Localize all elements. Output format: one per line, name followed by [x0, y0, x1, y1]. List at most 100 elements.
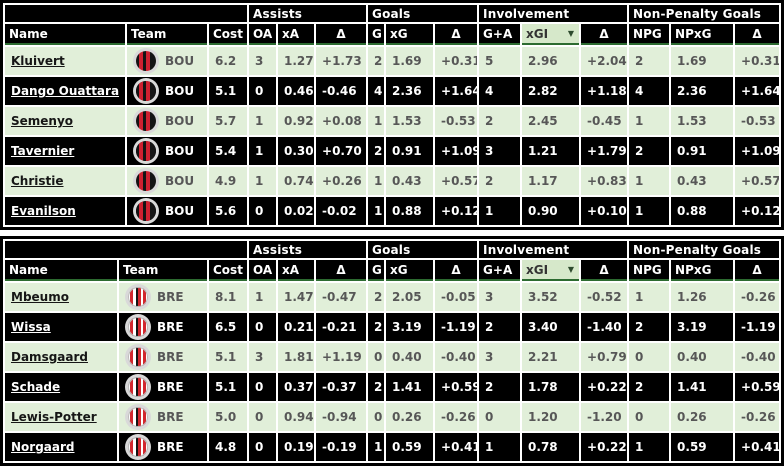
col-header-oa: OA [249, 260, 277, 281]
xa-value: 1.81 [278, 343, 315, 371]
xgi-value: 1.78 [522, 373, 580, 401]
ga-value: 5 [479, 47, 521, 75]
col-header-npxg: NPxG [671, 24, 734, 45]
npg-value: 0 [629, 403, 670, 431]
npg-delta-value: -0.26 [735, 403, 780, 431]
involvement-delta-value: +1.18 [581, 77, 628, 105]
col-header-goals-delta: Δ [435, 260, 478, 281]
xa-value: 0.21 [278, 313, 315, 341]
g-value: 0 [368, 343, 385, 371]
player-name-link[interactable]: Wissa [11, 320, 51, 334]
involvement-delta-value: -0.45 [581, 107, 628, 135]
involvement-delta-value: +0.10 [581, 197, 628, 225]
col-header-goals-delta: Δ [435, 24, 478, 45]
team-code: BOU [165, 204, 195, 218]
filter-dropdown-icon[interactable]: ▼ [567, 28, 575, 38]
team-cell: BRE [119, 343, 207, 371]
player-name-link[interactable]: Mbeumo [11, 290, 69, 304]
player-name-cell: Norgaard [5, 433, 117, 461]
team-code: BOU [165, 144, 195, 158]
assists-delta-value: +1.73 [316, 47, 367, 75]
player-name-link[interactable]: Dango Ouattara [11, 84, 120, 98]
player-name-link[interactable]: Schade [11, 380, 61, 394]
team-cell: BRE [119, 433, 207, 461]
assists-delta-value: +0.26 [316, 167, 367, 195]
col-header-involvement-delta: Δ [581, 260, 628, 281]
oa-value: 0 [249, 403, 277, 431]
team-badge-icon [128, 317, 148, 337]
npg-delta-value: +1.09 [735, 137, 780, 165]
player-name-cell: Dango Ouattara [5, 77, 125, 105]
npg-value: 1 [629, 167, 670, 195]
involvement-delta-value: -1.20 [581, 403, 628, 431]
npxg-value: 3.19 [671, 313, 734, 341]
involvement-delta-value: +1.79 [581, 137, 628, 165]
cost-value: 5.1 [209, 373, 248, 401]
col-header-ga: G+A [479, 24, 521, 45]
player-name-cell: Lewis-Potter [5, 403, 117, 431]
cost-value: 6.5 [209, 313, 248, 341]
assists-delta-value: +1.19 [316, 343, 367, 371]
goals-delta-value: +0.12 [435, 197, 478, 225]
player-name-link[interactable]: Tavernier [11, 144, 75, 158]
player-name-cell: Evanilson [5, 197, 125, 225]
oa-value: 0 [249, 313, 277, 341]
npg-value: 2 [629, 313, 670, 341]
team-cell: BOU [127, 197, 207, 225]
xa-value: 0.94 [278, 403, 315, 431]
team-cell: BRE [119, 373, 207, 401]
table-row: Lewis-Potter BRE 5.0 0 0.94 -0.94 0 0.26… [5, 403, 780, 431]
npg-value: 4 [629, 77, 670, 105]
xg-value: 0.43 [386, 167, 434, 195]
col-header-ga: G+A [479, 260, 521, 281]
cost-value: 5.0 [209, 403, 248, 431]
goals-delta-value: -0.26 [435, 403, 478, 431]
group-header-assists: Assists [249, 5, 367, 22]
assists-delta-value: -0.21 [316, 313, 367, 341]
assists-delta-value: +0.08 [316, 107, 367, 135]
team-cell: BOU [127, 167, 207, 195]
player-name-link[interactable]: Semenyo [11, 114, 74, 128]
g-value: 1 [368, 197, 385, 225]
team-code: BOU [165, 174, 195, 188]
g-value: 2 [368, 283, 385, 311]
xg-value: 1.69 [386, 47, 434, 75]
player-name-link[interactable]: Norgaard [11, 440, 75, 454]
g-value: 4 [368, 77, 385, 105]
xa-value: 1.27 [278, 47, 315, 75]
player-name-link[interactable]: Christie [11, 174, 64, 188]
player-name-link[interactable]: Kluivert [11, 54, 65, 68]
assists-delta-value: -0.47 [316, 283, 367, 311]
col-header-xg: xG [386, 260, 434, 281]
cost-value: 5.4 [209, 137, 248, 165]
npg-value: 1 [629, 197, 670, 225]
xgi-value: 1.20 [522, 403, 580, 431]
ga-value: 2 [479, 373, 521, 401]
assists-delta-value: -0.37 [316, 373, 367, 401]
xgi-value: 2.45 [522, 107, 580, 135]
team-code: BRE [157, 350, 184, 364]
table-row: Damsgaard BRE 5.1 3 1.81 +1.19 0 0.40 -0… [5, 343, 780, 371]
team-cell: BRE [119, 403, 207, 431]
player-name-link[interactable]: Damsgaard [11, 350, 88, 364]
ga-value: 3 [479, 137, 521, 165]
table-row: Evanilson BOU 5.6 0 0.02 -0.02 1 0.88 +0… [5, 197, 780, 225]
ga-value: 2 [479, 313, 521, 341]
filter-dropdown-icon[interactable]: ▼ [567, 264, 575, 274]
xgi-value: 0.78 [522, 433, 580, 461]
col-header-xgi-filter[interactable]: xGI ▼ [522, 260, 580, 281]
player-name-link[interactable]: Evanilson [11, 204, 76, 218]
goals-delta-value: -1.19 [435, 313, 478, 341]
assists-delta-value: -0.94 [316, 403, 367, 431]
player-name-link[interactable]: Lewis-Potter [11, 410, 97, 424]
player-name-cell: Christie [5, 167, 125, 195]
xgi-label: xGI [526, 26, 549, 41]
col-header-xa: xA [278, 24, 315, 45]
involvement-delta-value: -0.52 [581, 283, 628, 311]
xgi-value: 1.21 [522, 137, 580, 165]
goals-delta-value: +0.59 [435, 373, 478, 401]
team-code: BRE [157, 440, 184, 454]
assists-delta-value: -0.46 [316, 77, 367, 105]
col-header-xgi-filter[interactable]: xGI ▼ [522, 24, 580, 45]
team-code: BRE [157, 410, 184, 424]
